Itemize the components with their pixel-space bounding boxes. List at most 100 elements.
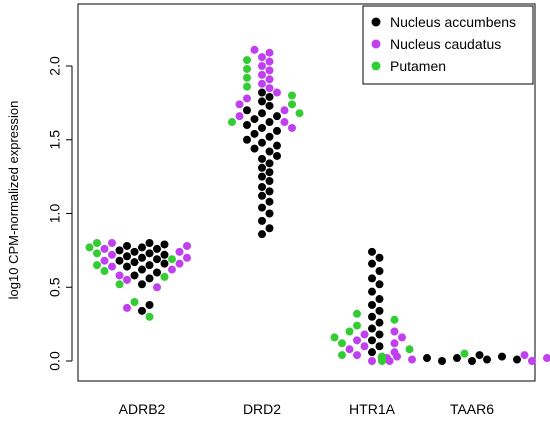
data-point: [243, 121, 251, 129]
data-point: [390, 315, 399, 324]
y-tick-label: 0.5: [47, 277, 63, 297]
data-point: [258, 172, 266, 181]
data-point: [258, 62, 266, 70]
data-point: [145, 300, 154, 309]
data-point: [353, 321, 361, 330]
legend-label: Putamen: [390, 58, 446, 74]
data-point: [228, 118, 236, 127]
data-point: [160, 272, 169, 281]
y-axis-ticks: 0.0 0.5 1.0 1.5 2.0: [47, 56, 72, 371]
data-point: [375, 330, 384, 339]
plot-frame: [77, 3, 536, 382]
data-point: [258, 53, 266, 62]
data-point: [368, 312, 376, 321]
data-point: [368, 300, 376, 309]
data-point: [273, 88, 281, 97]
data-point: [265, 118, 274, 127]
data-point: [258, 203, 266, 212]
data-point: [288, 123, 296, 132]
data-point: [375, 295, 384, 304]
data-point: [498, 352, 506, 361]
data-point: [130, 247, 139, 256]
data-point: [513, 355, 521, 364]
data-point: [243, 56, 251, 65]
data-point: [453, 354, 461, 363]
data-point: [145, 261, 154, 270]
data-point: [330, 333, 339, 342]
data-points: [85, 45, 550, 365]
data-point: [243, 106, 251, 115]
data-point: [115, 271, 124, 280]
data-point: [408, 355, 416, 364]
data-point: [265, 66, 274, 75]
data-point: [130, 298, 139, 306]
data-point: [108, 239, 116, 247]
data-point: [265, 84, 274, 93]
data-point: [265, 177, 274, 186]
data-point: [108, 250, 116, 259]
legend-box: [362, 5, 534, 85]
data-point: [345, 327, 354, 336]
data-point: [265, 197, 274, 206]
data-point: [273, 151, 281, 160]
data-point: [423, 354, 431, 363]
data-point: [273, 126, 281, 135]
data-point: [153, 283, 161, 292]
data-point: [123, 252, 131, 261]
data-point: [375, 280, 384, 289]
data-point: [385, 357, 394, 365]
data-point: [175, 247, 184, 256]
data-point: [258, 123, 266, 132]
data-point: [123, 303, 131, 312]
data-point: [138, 265, 146, 274]
x-category-label: DRD2: [243, 401, 281, 417]
data-point: [258, 216, 266, 225]
data-point: [265, 168, 274, 177]
data-point: [123, 275, 131, 284]
data-point: [100, 244, 109, 253]
data-point: [93, 239, 101, 247]
data-point: [378, 355, 386, 364]
data-point: [375, 267, 384, 276]
data-point: [393, 352, 401, 361]
data-point: [280, 118, 289, 127]
legend-marker: [371, 61, 381, 71]
data-point: [338, 339, 346, 348]
data-point: [145, 312, 154, 321]
data-point: [153, 244, 161, 253]
data-point: [243, 64, 251, 73]
y-tick-label: 1.0: [47, 204, 63, 224]
data-point: [258, 109, 266, 118]
data-point: [475, 351, 484, 360]
data-point: [460, 349, 469, 358]
y-axis-title: log10 CPM-normalized expression: [6, 101, 21, 300]
data-point: [265, 209, 274, 218]
data-point: [138, 243, 146, 252]
data-point: [108, 262, 116, 271]
data-point: [368, 336, 376, 345]
data-point: [483, 355, 491, 364]
data-point: [115, 256, 124, 265]
data-point: [368, 287, 376, 296]
data-point: [250, 115, 259, 124]
data-point: [243, 73, 251, 82]
data-point: [273, 112, 281, 121]
data-point: [115, 246, 124, 255]
data-point: [368, 259, 376, 268]
data-point: [375, 342, 384, 351]
data-point: [130, 271, 139, 280]
data-point: [258, 79, 266, 88]
data-point: [123, 262, 131, 271]
data-point: [390, 339, 399, 348]
data-point: [250, 144, 259, 153]
data-point: [405, 345, 414, 354]
legend-items: Nucleus accumbens Nucleus caudatus Putamen: [371, 14, 516, 74]
data-point: [115, 280, 124, 289]
data-point: [345, 345, 354, 354]
data-point: [183, 253, 191, 262]
data-point: [138, 306, 146, 315]
data-point: [93, 249, 101, 258]
data-point: [288, 100, 296, 109]
data-point: [360, 330, 369, 339]
data-point: [243, 135, 251, 144]
